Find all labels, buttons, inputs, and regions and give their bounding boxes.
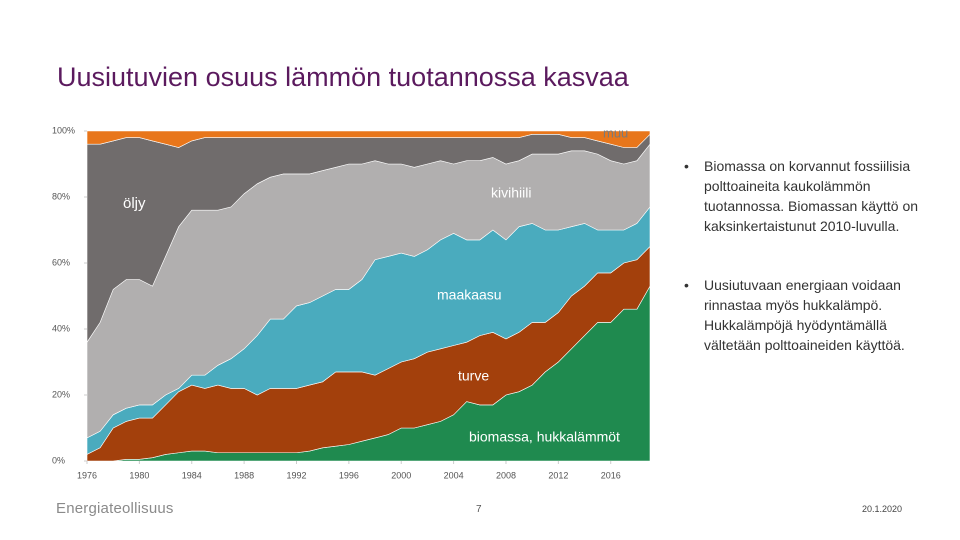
series-label: maakaasu xyxy=(437,287,502,303)
slide-title: Uusiutuvien osuus lämmön tuotannossa kas… xyxy=(57,62,629,92)
series-label: kivihiili xyxy=(491,185,531,201)
bullet-text: Biomassa on korvannut fossiilisia poltto… xyxy=(704,158,919,234)
x-tick-label: 1988 xyxy=(234,470,254,480)
y-tick-label: 40% xyxy=(52,323,70,333)
y-tick-label: 60% xyxy=(52,257,70,267)
x-tick-label: 1984 xyxy=(182,470,202,480)
x-tick-label: 2012 xyxy=(548,470,568,480)
x-tick-label: 1980 xyxy=(129,470,149,480)
y-tick-label: 80% xyxy=(52,191,70,201)
bullet: • Biomassa on korvannut fossiilisia poltt… xyxy=(684,156,947,236)
series-label: biomassa, hukkalämmöt xyxy=(469,429,620,445)
x-tick-label: 1996 xyxy=(339,470,359,480)
bullet-text: Uusiutuvaan energiaan voidaan rinnastaa … xyxy=(704,277,905,353)
logo: Energiateollisuus xyxy=(56,500,174,517)
x-tick-label: 2016 xyxy=(601,470,621,480)
x-tick-label: 2008 xyxy=(496,470,516,480)
y-tick-label: 100% xyxy=(52,125,75,135)
x-tick-label: 2000 xyxy=(391,470,411,480)
series-label: öljy xyxy=(123,195,146,212)
series-label: turve xyxy=(458,368,489,384)
y-tick-label: 0% xyxy=(52,455,65,465)
area xyxy=(86,130,651,148)
x-tick-label: 1992 xyxy=(286,470,306,480)
x-tick-label: 1976 xyxy=(77,470,97,480)
date: 20.1.2020 xyxy=(862,504,903,514)
y-tick-label: 20% xyxy=(52,389,70,399)
series-label: muu xyxy=(603,125,628,140)
x-tick-label: 2004 xyxy=(444,470,464,480)
bullet: • Uusiutuvaan energiaan voidaan rinnastaa… xyxy=(684,275,947,355)
page-number: 7 xyxy=(476,504,482,515)
